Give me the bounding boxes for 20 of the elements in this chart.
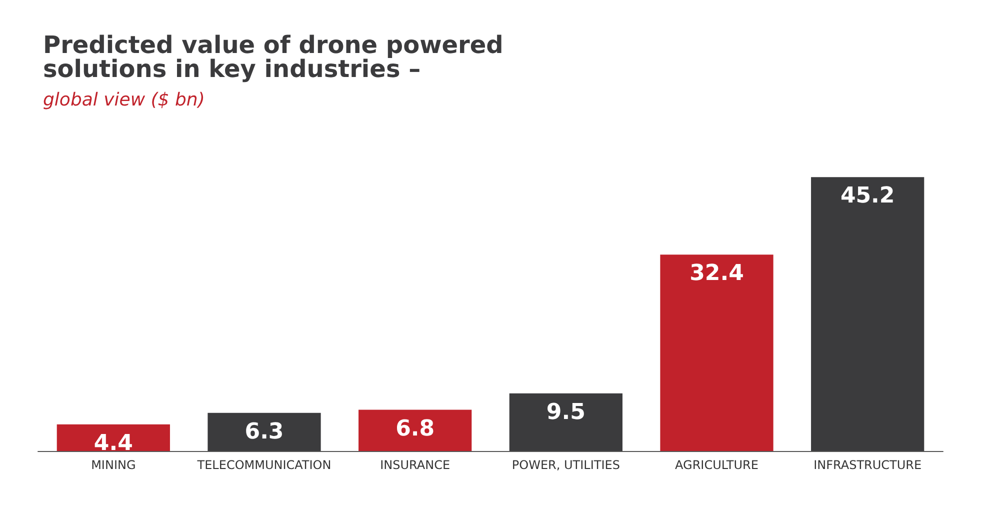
data-label: 6.8 [396,416,435,442]
data-label: 32.4 [690,261,744,286]
bar [660,254,774,451]
x-tick-label: INSURANCE [380,458,450,472]
data-label: 45.2 [840,184,895,209]
data-label: 4.4 [94,430,133,456]
x-tick-label: AGRICULTURE [675,458,758,472]
x-tick-label: POWER, UTILITIES [512,458,620,472]
chart-title: Predicted value of drone powered solutions in key industries – [43,31,512,83]
x-tick-label: INFRASTRUCTURE [814,458,922,472]
bar [358,410,472,451]
bar [509,393,622,451]
x-tick-label: TELECOMMUNICATION [196,458,332,472]
data-label: 6.3 [244,419,284,444]
x-tick-label: MINING [91,458,136,472]
bar [208,412,321,451]
data-label: 9.5 [546,400,586,425]
bar [56,424,170,451]
chart-subtitle: global view ($ bn) [43,90,205,110]
bar [811,177,924,451]
